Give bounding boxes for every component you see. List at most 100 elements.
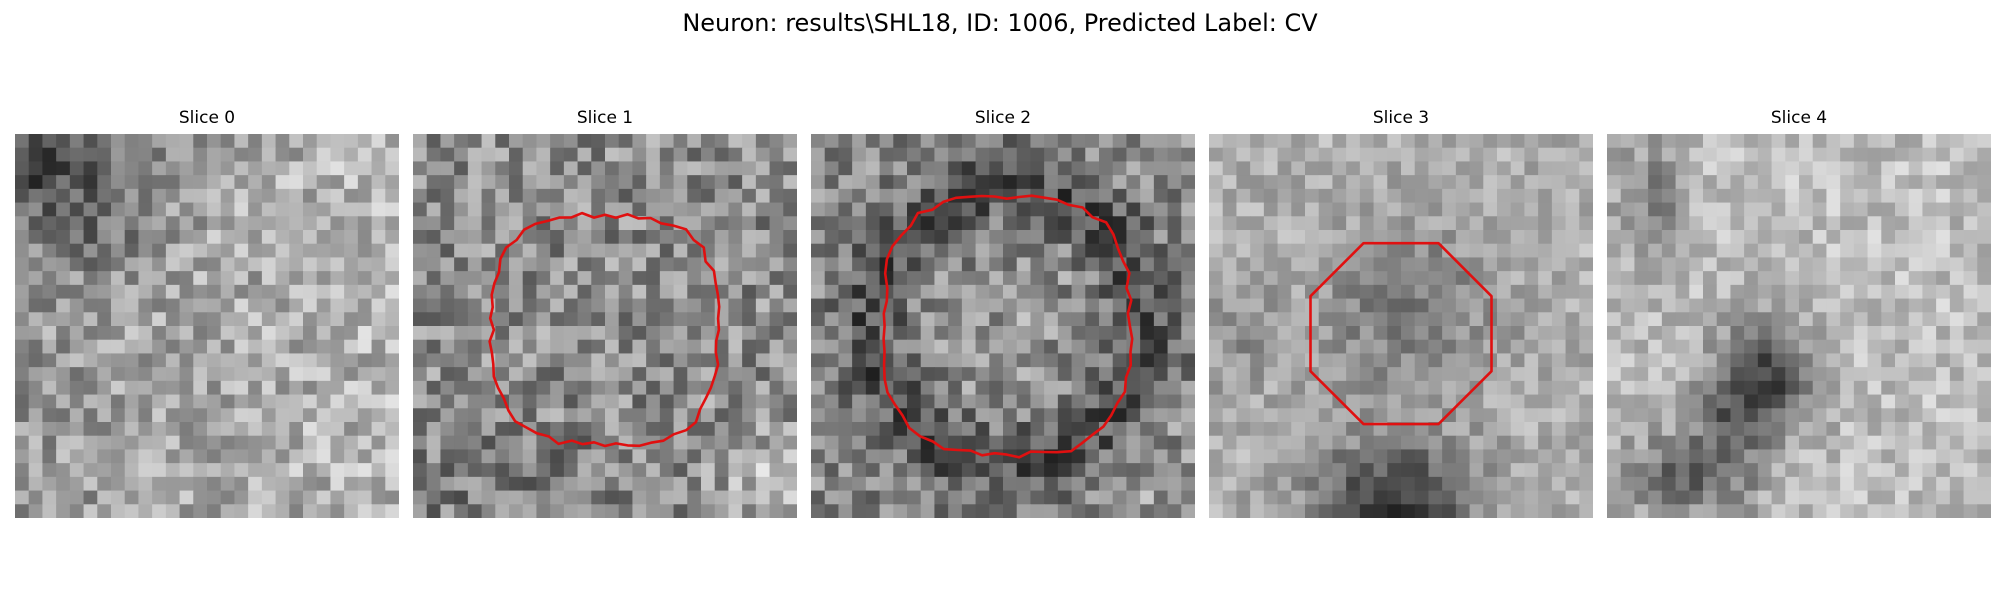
pixel-cell (1840, 312, 1855, 327)
pixel-cell (961, 243, 977, 258)
pixel-cell (1551, 230, 1567, 245)
pixel-cell (1099, 271, 1114, 286)
pixel-cell (1620, 449, 1635, 464)
pixel-cell (1167, 435, 1182, 450)
pixel-cell (920, 476, 935, 492)
pixel-cell (220, 312, 235, 327)
pixel-cell (289, 408, 304, 423)
pixel-cell (1730, 175, 1745, 190)
pixel-cell (646, 463, 661, 478)
pixel-cell (1977, 134, 1991, 149)
pixel-cell (1140, 257, 1155, 272)
pixel-cell (234, 490, 249, 505)
pixel-cell (811, 339, 826, 354)
pixel-cell (97, 134, 112, 149)
pixel-cell (440, 134, 455, 149)
pixel-cell (1744, 284, 1759, 300)
pixel-cell (1881, 257, 1896, 272)
pixel-cell (1263, 449, 1279, 464)
pixel-cell (1840, 367, 1855, 382)
pixel-cell (728, 202, 743, 217)
pixel-cell (1661, 490, 1677, 505)
pixel-cell (371, 257, 386, 272)
pixel-cell (83, 367, 98, 382)
pixel-cell (1524, 147, 1539, 162)
pixel-cell (1387, 380, 1402, 396)
pixel-cell (1167, 243, 1182, 258)
pixel-cell (989, 422, 1004, 437)
pixel-cell (1607, 504, 1622, 518)
pixel-cell (1895, 202, 1910, 217)
pixel-cell (261, 243, 277, 258)
pixel-cell (1305, 188, 1320, 204)
pixel-cell (907, 175, 922, 190)
pixel-cell (783, 284, 797, 300)
pixel-cell (838, 380, 853, 396)
pixel-cell (1799, 422, 1814, 437)
pixel-cell (1222, 422, 1237, 437)
pixel-cell (577, 476, 592, 492)
pixel-cell (522, 339, 537, 354)
pixel-cell (618, 271, 633, 286)
pixel-cell (1634, 394, 1649, 409)
pixel-cell (742, 188, 757, 204)
pixel-cell (1469, 312, 1484, 327)
pixel-cell (632, 257, 647, 272)
pixel-cell (1661, 312, 1677, 327)
pixel-cell (371, 243, 386, 258)
pixel-cell (879, 147, 894, 162)
pixel-cell (1538, 367, 1553, 382)
pixel-cell (69, 271, 85, 286)
pixel-cell (591, 188, 606, 204)
pixel-cell (865, 422, 881, 437)
pixel-cell (1126, 504, 1141, 518)
pixel-cell (1387, 216, 1402, 231)
pixel-cell (1648, 161, 1663, 176)
pixel-cell (934, 257, 949, 272)
pixel-cell (1949, 216, 1965, 231)
pixel-cell (179, 504, 194, 518)
pixel-cell (248, 284, 263, 300)
pixel-cell (1455, 202, 1471, 217)
pixel-cell (1428, 380, 1443, 396)
pixel-cell (1401, 216, 1416, 231)
pixel-cell (1881, 134, 1896, 149)
pixel-cell (920, 380, 935, 396)
pixel-cell (934, 339, 949, 354)
pixel-cell (193, 504, 208, 518)
pixel-cell (1126, 490, 1141, 505)
pixel-cell (1071, 408, 1086, 423)
pixel-cell (15, 463, 30, 478)
pixel-cell (1867, 326, 1882, 341)
pixel-cell (440, 202, 455, 217)
pixel-cell (1963, 339, 1978, 354)
pixel-cell (1977, 216, 1991, 231)
pixel-cell (1112, 326, 1127, 341)
pixel-cell (673, 175, 688, 190)
pixel-cell (28, 339, 43, 354)
pixel-cell (879, 408, 894, 423)
pixel-cell (1538, 243, 1553, 258)
pixel-cell (563, 408, 579, 423)
pixel-cell (330, 463, 345, 478)
pixel-cell (1812, 175, 1827, 190)
pixel-cell (495, 490, 510, 505)
pixel-cell (1977, 202, 1991, 217)
pixel-cell (111, 394, 126, 409)
pixel-cell (838, 353, 853, 368)
pixel-cell (1099, 326, 1114, 341)
pixel-cell (179, 449, 194, 464)
pixel-cell (618, 380, 633, 396)
pixel-cell (783, 408, 797, 423)
pixel-cell (28, 202, 43, 217)
pixel-cell (865, 380, 881, 396)
pixel-cell (1071, 353, 1086, 368)
pixel-cell (1908, 230, 1923, 245)
pixel-cell (1881, 202, 1896, 217)
pixel-cell (69, 504, 85, 518)
pixel-cell (1373, 463, 1388, 478)
pixel-cell (1277, 298, 1292, 313)
pixel-cell (1140, 422, 1155, 437)
pixel-cell (1044, 312, 1059, 327)
pixel-cell (1908, 504, 1923, 518)
